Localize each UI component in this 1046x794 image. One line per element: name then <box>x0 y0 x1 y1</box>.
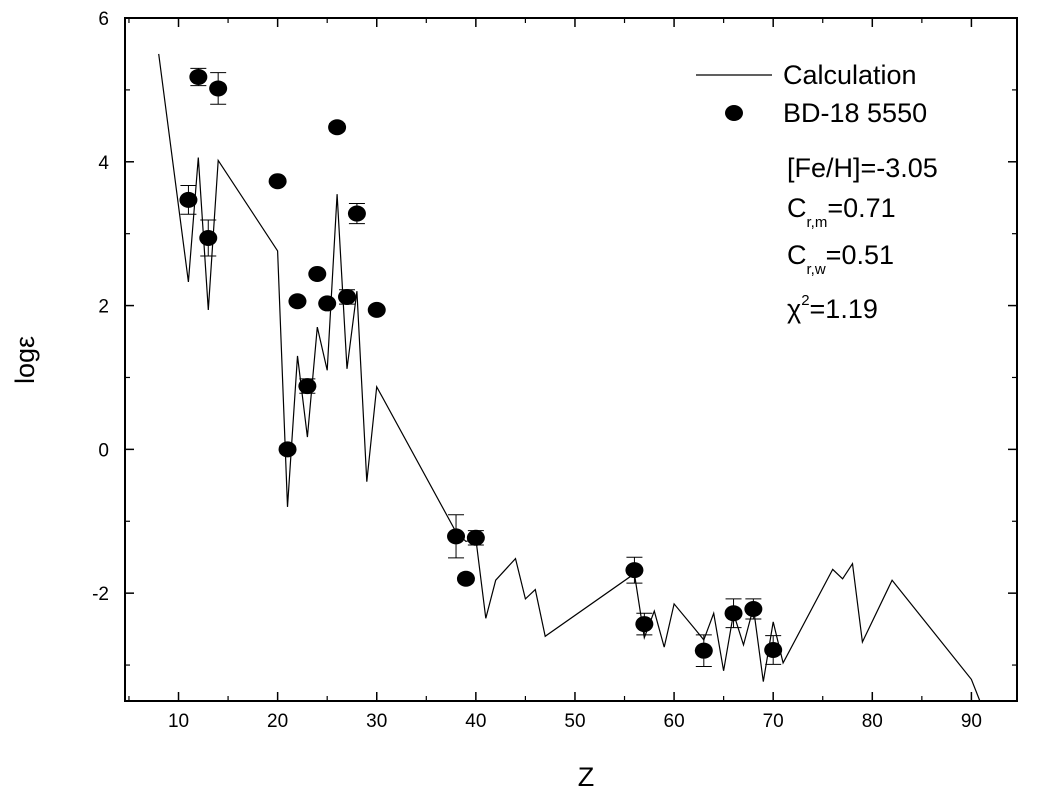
data-point <box>199 229 218 246</box>
annotation-chi-sup: 2 <box>801 292 809 309</box>
data-point <box>189 68 208 85</box>
y-tick-label: 4 <box>98 153 109 174</box>
x-tick-label: 90 <box>961 711 982 732</box>
calculation-line <box>158 53 981 702</box>
annotation-crm: Cr,m=0.71 <box>787 193 896 231</box>
data-point <box>209 80 228 97</box>
data-point <box>466 529 485 546</box>
data-point <box>268 173 287 190</box>
annotation-crw-value: =0.51 <box>826 240 894 270</box>
annotation-crw: Cr,w=0.51 <box>787 240 894 278</box>
x-axis-title: Z <box>578 762 595 792</box>
y-tick-label: -2 <box>92 584 109 605</box>
y-tick-label: 2 <box>98 297 109 318</box>
legend-point-swatch <box>725 105 743 121</box>
x-tick-label: 80 <box>862 711 883 732</box>
data-point <box>298 378 317 395</box>
data-point <box>367 301 386 318</box>
calculation-series <box>158 53 981 702</box>
y-tick-label: 6 <box>98 9 109 30</box>
annotation-crm-main: C <box>787 193 807 223</box>
data-point <box>179 191 198 208</box>
fit-annotations: [Fe/H]=-3.05 Cr,m=0.71 Cr,w=0.51 χ2=1.19 <box>787 153 938 324</box>
annotation-crw-main: C <box>787 240 807 270</box>
data-point <box>318 295 337 312</box>
annotation-chi2: χ2=1.19 <box>787 292 878 324</box>
data-point <box>764 641 783 658</box>
axis-ticks: 10 20 30 40 50 60 70 80 90 -2 0 2 4 6 <box>92 9 1017 732</box>
annotation-crm-value: =0.71 <box>827 193 895 223</box>
plot-frame <box>124 17 1018 702</box>
data-point <box>308 265 327 282</box>
data-point <box>447 528 466 545</box>
annotation-chi-value: =1.19 <box>810 294 878 324</box>
data-point <box>328 119 347 136</box>
data-point <box>338 288 357 305</box>
data-point <box>694 642 713 659</box>
legend: Calculation BD-18 5550 <box>696 60 927 128</box>
annotation-chi-main: χ <box>787 294 801 324</box>
data-point <box>288 293 307 310</box>
x-tick-label: 60 <box>664 711 685 732</box>
data-point <box>724 605 743 622</box>
x-tick-label: 70 <box>763 711 784 732</box>
x-tick-label: 20 <box>267 711 288 732</box>
data-point <box>278 441 297 458</box>
data-point <box>625 562 644 579</box>
x-tick-label: 50 <box>564 711 585 732</box>
legend-label-star: BD-18 5550 <box>783 98 927 128</box>
legend-label-calculation: Calculation <box>783 60 917 90</box>
annotation-crm-sub: r,m <box>807 214 828 231</box>
data-point <box>347 205 366 222</box>
data-point <box>456 570 475 587</box>
y-tick-label: 0 <box>98 440 109 461</box>
x-tick-label: 40 <box>465 711 486 732</box>
x-tick-label: 10 <box>168 711 189 732</box>
x-tick-label: 30 <box>366 711 387 732</box>
annotation-metallicity: [Fe/H]=-3.05 <box>787 153 938 183</box>
data-point <box>744 600 763 617</box>
y-axis-title: logε <box>10 336 40 384</box>
annotation-crw-sub: r,w <box>807 261 826 278</box>
data-point <box>635 616 654 633</box>
observed-series <box>179 67 783 667</box>
